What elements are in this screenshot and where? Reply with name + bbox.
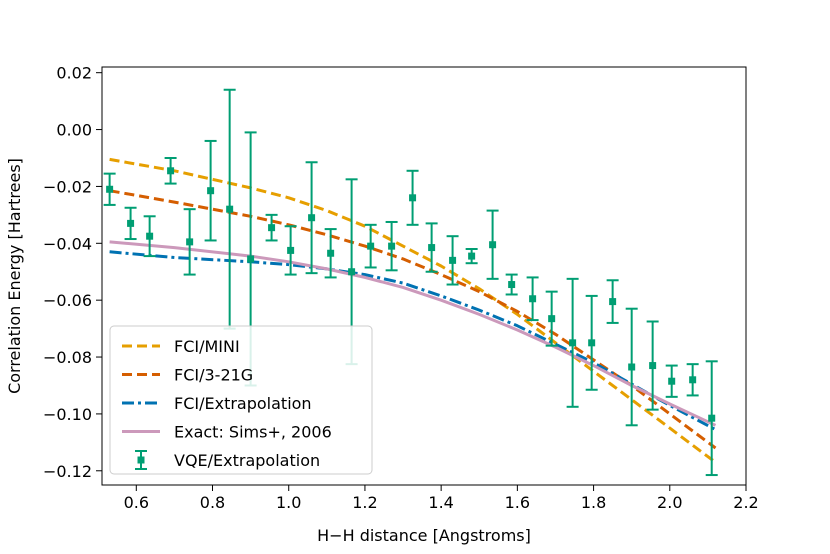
y-tick-label: −0.10 bbox=[43, 405, 92, 424]
data-point bbox=[708, 414, 716, 422]
x-tick-label: 1.4 bbox=[428, 493, 453, 512]
y-tick-label: −0.08 bbox=[43, 348, 92, 367]
x-tick-label: 1.6 bbox=[505, 493, 530, 512]
legend-entries: FCI/MINI FCI/3-21G FCI/Extrapolation Exact:… bbox=[122, 337, 332, 470]
data-point bbox=[127, 219, 135, 227]
legend-item-vqe-extrapolation: VQE/Extrapolation bbox=[135, 450, 320, 470]
legend-label: FCI/3-21G bbox=[174, 366, 253, 385]
series-line-fci-extrapolation bbox=[109, 250, 717, 431]
data-point bbox=[106, 185, 114, 193]
x-axis: 0.6 0.8 1.0 1.2 1.4 1.6 1.8 2.0 2.2 bbox=[124, 485, 759, 512]
data-point bbox=[449, 256, 457, 264]
data-point bbox=[569, 339, 577, 347]
data-point bbox=[247, 255, 255, 263]
legend-label: FCI/Extrapolation bbox=[174, 394, 312, 413]
data-point bbox=[548, 315, 556, 323]
data-point bbox=[167, 167, 175, 175]
legend-item-exact-sims-2006: Exact: Sims+, 2006 bbox=[122, 423, 332, 442]
y-tick-label: −0.04 bbox=[43, 234, 92, 253]
x-tick-label: 0.6 bbox=[124, 493, 149, 512]
data-point bbox=[468, 252, 476, 260]
data-point bbox=[529, 295, 537, 303]
data-point bbox=[689, 376, 697, 384]
data-point bbox=[308, 214, 316, 222]
data-point bbox=[146, 232, 154, 240]
y-tick-label: 0.00 bbox=[56, 121, 92, 140]
data-point bbox=[508, 281, 516, 289]
legend-box bbox=[109, 325, 373, 475]
x-tick-label: 2.0 bbox=[657, 493, 682, 512]
data-point bbox=[388, 242, 396, 250]
data-point bbox=[668, 377, 676, 385]
y-tick-label: 0.02 bbox=[56, 64, 92, 83]
x-tick-label: 0.8 bbox=[200, 493, 225, 512]
y-tick-label: −0.12 bbox=[43, 462, 92, 481]
data-point bbox=[287, 246, 295, 254]
x-tick-label: 1.2 bbox=[352, 493, 377, 512]
legend-label: Exact: Sims+, 2006 bbox=[174, 423, 332, 442]
data-point bbox=[649, 362, 657, 370]
y-axis: 0.02 0.00 −0.02 −0.04 −0.06 −0.08 −0.10 −0.12 bbox=[43, 64, 102, 481]
series-vqe-extrapolation bbox=[103, 88, 718, 477]
data-point bbox=[367, 242, 375, 250]
x-tick-label: 2.2 bbox=[733, 493, 758, 512]
legend-item-fci-extrapolation: FCI/Extrapolation bbox=[122, 394, 312, 413]
legend-label: VQE/Extrapolation bbox=[174, 451, 320, 470]
x-tick-label: 1.0 bbox=[276, 493, 301, 512]
plot-content bbox=[103, 88, 718, 477]
x-tick-label: 1.8 bbox=[581, 493, 606, 512]
legend-label: FCI/MINI bbox=[174, 337, 240, 356]
legend: FCI/MINI FCI/3-21G FCI/Extrapolation Exact:… bbox=[109, 325, 373, 475]
data-point bbox=[186, 238, 194, 246]
data-point bbox=[588, 339, 596, 347]
y-tick-label: −0.06 bbox=[43, 291, 92, 310]
data-point bbox=[609, 298, 617, 306]
plot-frame bbox=[101, 66, 747, 486]
data-point bbox=[628, 363, 636, 371]
legend-swatch-marker bbox=[137, 456, 145, 464]
data-point bbox=[327, 249, 335, 257]
legend-item-fci-3-21g: FCI/3-21G bbox=[122, 366, 253, 385]
data-point bbox=[489, 241, 497, 249]
y-axis-label: Correlation Energy [Hartrees] bbox=[5, 158, 24, 394]
data-point bbox=[268, 224, 276, 232]
data-point bbox=[409, 194, 417, 202]
data-point bbox=[226, 205, 234, 213]
data-point bbox=[207, 187, 215, 195]
y-tick-label: −0.02 bbox=[43, 177, 92, 196]
x-axis-label: H−H distance [Angstroms] bbox=[317, 526, 531, 545]
legend-item-fci-mini: FCI/MINI bbox=[122, 337, 240, 356]
data-point bbox=[428, 244, 436, 252]
series-line-fci-mini bbox=[109, 157, 717, 464]
series-line-exact-sims-2006 bbox=[109, 240, 717, 427]
data-point bbox=[348, 268, 356, 276]
